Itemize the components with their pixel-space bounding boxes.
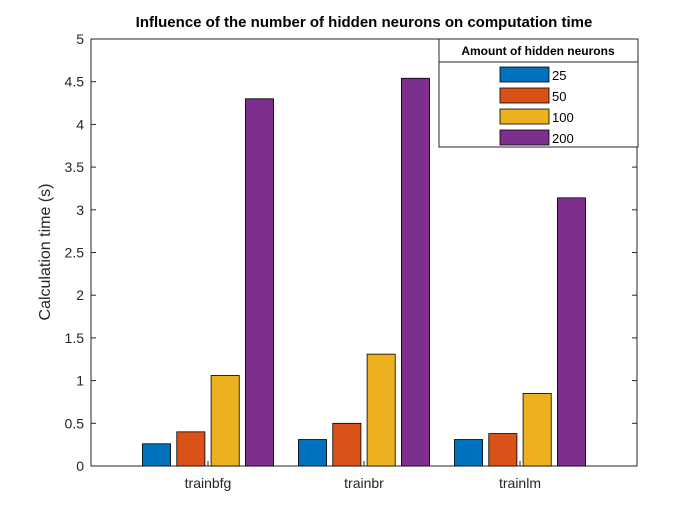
bar-trainbr-25 (298, 439, 327, 467)
bars-group (142, 77, 586, 467)
y-tick-label: 3 (76, 202, 84, 218)
x-tick-label: trainbr (344, 475, 384, 491)
y-tick-label: 4 (76, 116, 84, 132)
y-tick-label: 1 (76, 373, 84, 389)
bar-trainbfg-100 (210, 375, 240, 467)
legend-swatch (499, 129, 550, 146)
bar-trainlm-200 (557, 197, 586, 467)
legend: Amount of hidden neurons 25 50 100 200 (438, 38, 639, 148)
bar-trainlm-25 (454, 439, 483, 467)
bar-trainbr-50 (332, 422, 362, 467)
y-tick-label: 1.5 (65, 330, 85, 346)
bar-trainbr-100 (366, 353, 396, 467)
legend-swatch (499, 87, 550, 104)
legend-items: 25 50 100 200 (499, 66, 574, 146)
y-tick-label: 2.5 (65, 245, 85, 261)
legend-label: 25 (552, 68, 566, 83)
bar-trainbfg-25 (142, 443, 171, 467)
x-axis: trainbfg trainbr trainlm (185, 461, 541, 491)
legend-label: 100 (552, 110, 574, 125)
legend-swatch (499, 108, 550, 125)
legend-swatch (499, 66, 550, 83)
y-tick-label: 0 (76, 458, 84, 474)
y-tick-label: 0.5 (65, 415, 85, 431)
y-tick-label: 2 (76, 287, 84, 303)
y-axis: 0 0.5 1 1.5 2 2.5 3 3.5 4 4.5 5 (65, 31, 637, 474)
x-tick-label: trainbfg (185, 475, 232, 491)
x-tick-label: trainlm (499, 475, 541, 491)
legend-label: 200 (552, 131, 574, 146)
y-tick-label: 5 (76, 31, 84, 47)
bar-trainlm-50 (488, 433, 518, 467)
y-axis-label: Calculation time (s) (37, 184, 54, 321)
bar-trainbr-200 (401, 77, 430, 467)
chart-title: Influence of the number of hidden neuron… (136, 14, 593, 31)
y-tick-label: 4.5 (65, 74, 85, 90)
bar-trainlm-100 (522, 393, 552, 467)
bar-trainbfg-200 (245, 98, 274, 467)
bar-trainbfg-50 (176, 431, 206, 467)
legend-label: 50 (552, 89, 566, 104)
legend-title: Amount of hidden neurons (461, 44, 615, 58)
y-tick-label: 3.5 (65, 159, 85, 175)
